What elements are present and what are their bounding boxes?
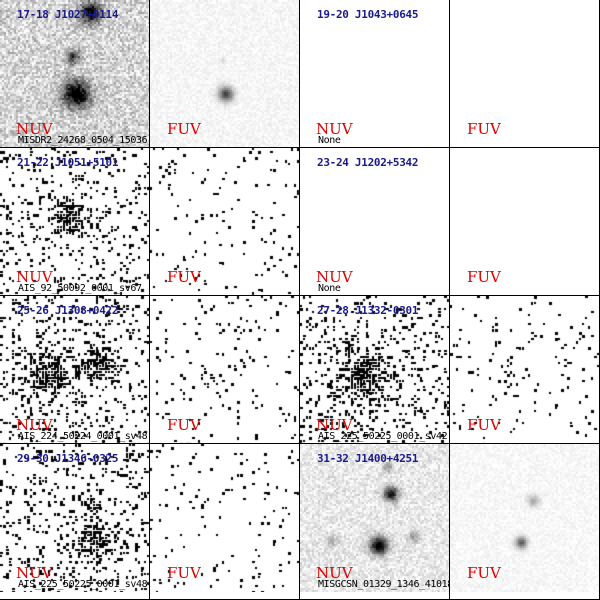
nuv-image <box>300 444 449 592</box>
fuv-panel: FUV <box>150 0 300 148</box>
nuv-image <box>300 296 449 443</box>
nuv-panel: 17-18 J1027+0114 MISDR2_24268_0504_15036 N… <box>0 0 150 148</box>
galaxy-pair-label: 17-18 J1027+0114 <box>17 8 119 21</box>
tile-id: AIS_225_50225_0001_sv42 <box>318 431 448 442</box>
galaxy-pair-label: 27-28 J1332-0301 <box>317 304 419 317</box>
fuv-image <box>150 148 299 295</box>
fuv-panel: FUV <box>150 444 300 600</box>
nuv-image <box>300 0 449 147</box>
galaxy-pair-label: 31-32 J1400+4251 <box>317 452 419 465</box>
galaxy-pair-label: 23-24 J1202+5342 <box>317 156 419 169</box>
galaxy-pair-label: 29-30 J1346-0325 <box>17 452 119 465</box>
fuv-panel: FUV <box>450 444 600 600</box>
fuv-band-label: FUV <box>167 564 201 582</box>
nuv-image <box>0 444 149 592</box>
galaxy-pair-label: 25-26 J1308+0422 <box>17 304 119 317</box>
nuv-panel: 21-22 J1051+5101 AIS_92_50092_0001_sv67 NU… <box>0 148 150 296</box>
fuv-image <box>150 444 299 592</box>
fuv-band-label: FUV <box>167 268 201 286</box>
fuv-image <box>450 296 599 443</box>
nuv-band-label: NUV <box>16 120 53 138</box>
tile-id: MISDR2_24268_0504_15036 <box>18 135 148 146</box>
fuv-panel: FUV <box>450 296 600 444</box>
fuv-panel: FUV <box>150 296 300 444</box>
galaxy-pair-label: 19-20 J1043+0645 <box>317 8 419 21</box>
fuv-band-label: FUV <box>467 268 501 286</box>
fuv-band-label: FUV <box>467 416 501 434</box>
nuv-panel: 19-20 J1043+0645 None NUV <box>300 0 450 148</box>
nuv-panel: 25-26 J1308+0422 AIS_224_50224_0001_sv48 N… <box>0 296 150 444</box>
nuv-band-label: NUV <box>16 268 53 286</box>
tile-id: AIS_92_50092_0001_sv67 <box>18 283 142 294</box>
tile-id: None <box>318 283 341 294</box>
fuv-image <box>450 0 599 147</box>
nuv-image <box>0 296 149 443</box>
tile-id: AIS_224_50224_0001_sv48 <box>18 431 148 442</box>
tile-id: MISGCSN_01329_1346_41018 <box>318 579 450 590</box>
nuv-image <box>0 0 149 147</box>
fuv-image <box>150 296 299 443</box>
nuv-panel: 31-32 J1400+4251 MISGCSN_01329_1346_41018… <box>300 444 450 600</box>
fuv-panel: FUV <box>150 148 300 296</box>
nuv-band-label: NUV <box>316 120 353 138</box>
fuv-panel: FUV <box>450 0 600 148</box>
nuv-image <box>300 148 449 295</box>
fuv-band-label: FUV <box>467 564 501 582</box>
fuv-band-label: FUV <box>167 120 201 138</box>
fuv-panel: FUV <box>450 148 600 296</box>
nuv-band-label: NUV <box>316 268 353 286</box>
tile-id: AIS_225_50225_0001_sv48 <box>18 579 148 590</box>
fuv-image <box>450 444 599 592</box>
nuv-panel: 29-30 J1346-0325 AIS_225_50225_0001_sv48 N… <box>0 444 150 600</box>
nuv-panel: 27-28 J1332-0301 AIS_225_50225_0001_sv42 N… <box>300 296 450 444</box>
nuv-band-label: NUV <box>16 564 53 582</box>
fuv-image <box>450 148 599 295</box>
tile-id: None <box>318 135 341 146</box>
nuv-band-label: NUV <box>16 416 53 434</box>
nuv-panel: 23-24 J1202+5342 None NUV <box>300 148 450 296</box>
fuv-band-label: FUV <box>467 120 501 138</box>
nuv-image <box>0 148 149 295</box>
nuv-band-label: NUV <box>316 416 353 434</box>
fuv-image <box>150 0 299 147</box>
fuv-band-label: FUV <box>167 416 201 434</box>
nuv-band-label: NUV <box>316 564 353 582</box>
galaxy-pair-label: 21-22 J1051+5101 <box>17 156 119 169</box>
